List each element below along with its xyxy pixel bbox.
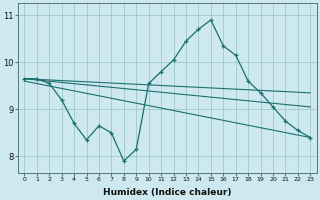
X-axis label: Humidex (Indice chaleur): Humidex (Indice chaleur) [103, 188, 232, 197]
